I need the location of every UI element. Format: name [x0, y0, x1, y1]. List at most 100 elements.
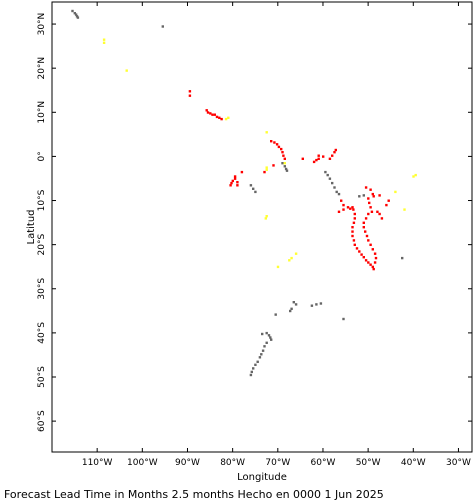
yellow-grid-point: [102, 38, 106, 41]
red-grid-point: [317, 154, 320, 157]
red-grid-point: [263, 170, 266, 174]
x-tick-label: 110°W: [82, 458, 113, 468]
red-grid-point: [365, 234, 369, 238]
gray-grid-point: [335, 190, 338, 194]
gray-grid-point: [252, 367, 255, 370]
red-grid-point: [209, 112, 212, 115]
x-tick-label: 80°W: [220, 458, 245, 468]
red-grid-point: [301, 157, 304, 160]
gray-grid-point: [292, 301, 295, 304]
red-grid-point: [376, 210, 379, 213]
red-grid-point: [367, 261, 370, 264]
red-grid-point: [362, 256, 365, 259]
gray-grid-point: [75, 15, 79, 18]
yellow-grid-point: [294, 252, 298, 255]
red-grid-point: [355, 247, 359, 250]
red-grid-point: [371, 192, 374, 196]
gray-grid-point: [270, 338, 273, 341]
red-grid-point: [277, 145, 281, 149]
red-grid-point: [322, 155, 325, 158]
red-grid-point: [367, 239, 370, 242]
y-tick-label: 20°S: [37, 234, 47, 256]
gray-grid-point: [261, 332, 264, 336]
yellow-grid-point: [265, 166, 268, 169]
y-tick-label: 50°S: [37, 366, 47, 388]
red-grid-point: [240, 170, 244, 174]
red-grid-point: [364, 217, 368, 220]
gray-grid-point: [319, 302, 323, 305]
red-grid-point: [358, 250, 361, 253]
x-tick-label: 30°W: [446, 458, 471, 468]
yellow-grid-point: [265, 131, 268, 134]
gray-grid-point: [71, 9, 74, 13]
red-grid-point: [273, 141, 276, 144]
yellow-grid-point: [265, 168, 268, 171]
red-grid-point: [362, 221, 365, 224]
yellow-grid-point: [403, 208, 406, 211]
red-grid-point: [353, 217, 356, 220]
x-axis-title: Longitude: [237, 472, 287, 483]
red-grid-point: [380, 217, 384, 220]
red-grid-point: [233, 177, 237, 180]
red-grid-point: [373, 261, 377, 264]
red-grid-point: [369, 188, 372, 191]
red-grid-point: [220, 117, 223, 121]
x-tick-label: 90°W: [175, 458, 200, 468]
footer-caption: Forecast Lead Time in Months 2.5 months …: [4, 488, 384, 501]
gray-grid-point: [265, 331, 268, 335]
red-grid-point: [369, 206, 372, 209]
gray-grid-point: [289, 309, 292, 313]
gray-grid-point: [283, 165, 286, 168]
gray-grid-point: [274, 313, 277, 316]
red-grid-point: [369, 243, 372, 246]
gray-grid-point: [290, 307, 293, 310]
x-tick-label: 50°W: [356, 458, 381, 468]
gray-grid-point: [249, 373, 253, 377]
y-tick-label: 60°S: [37, 410, 47, 432]
gray-grid-point: [326, 173, 329, 177]
gray-grid-point: [342, 317, 345, 321]
red-grid-point: [317, 157, 320, 160]
yellow-grid-point: [265, 215, 268, 218]
red-grid-point: [328, 157, 332, 160]
gray-grid-point: [252, 187, 255, 190]
red-grid-point: [370, 210, 374, 213]
red-grid-point: [369, 263, 372, 266]
red-grid-point: [349, 207, 352, 210]
yellow-grid-point: [288, 259, 291, 262]
red-grid-point: [378, 212, 381, 216]
gray-grid-point: [254, 363, 257, 366]
red-grid-point: [213, 113, 216, 116]
yellow-grid-point: [264, 217, 267, 220]
tick-layer: 110°W 100°W 90°W 80°W 70°W 60°W 50°W 40°W 30°W 30…: [37, 2, 472, 468]
red-grid-point: [233, 175, 237, 178]
red-grid-point: [218, 116, 221, 119]
y-tick-label: 0°: [37, 151, 47, 161]
gray-grid-point: [250, 370, 253, 374]
yellow-grid-point: [283, 162, 286, 165]
gray-grid-point: [294, 303, 298, 306]
yellow-grid-point: [102, 41, 106, 44]
red-grid-point: [342, 208, 345, 211]
red-grid-point: [362, 226, 365, 229]
red-grid-point: [378, 194, 381, 197]
gray-grid-point: [76, 16, 80, 19]
gray-grid-point: [362, 194, 365, 197]
red-grid-point: [340, 199, 343, 202]
red-grid-point: [367, 197, 370, 200]
y-tick-label: 20°N: [37, 57, 47, 80]
red-grid-point: [351, 226, 354, 229]
red-grid-point: [371, 265, 374, 269]
red-grid-point: [352, 208, 355, 211]
red-grid-point: [364, 259, 368, 262]
red-grid-point: [367, 212, 370, 216]
red-grid-point: [342, 203, 345, 207]
red-grid-point: [352, 239, 356, 242]
gray-grid-point: [263, 345, 266, 348]
x-tick-label: 40°W: [401, 458, 426, 468]
red-grid-point: [351, 230, 354, 233]
x-tick-label: 70°W: [265, 458, 290, 468]
red-grid-point: [368, 201, 371, 205]
red-grid-point: [331, 154, 334, 157]
